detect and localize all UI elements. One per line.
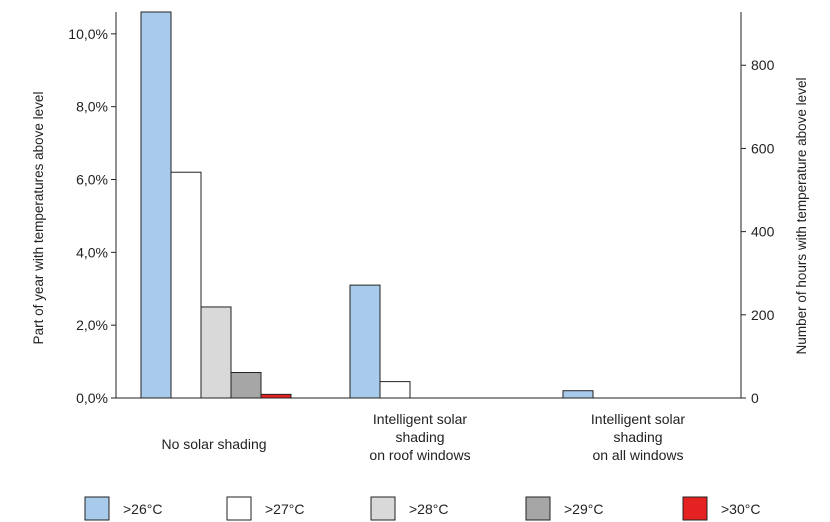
legend-swatch <box>370 496 396 521</box>
bar <box>379 381 411 399</box>
left-tick-label: 6,0% <box>76 172 108 188</box>
bar <box>230 372 262 399</box>
right-tick-label: 200 <box>751 307 775 323</box>
right-tick-label: 800 <box>751 57 775 73</box>
legend-swatch <box>226 496 252 521</box>
legend-label: >28°C <box>409 501 448 517</box>
left-tick-label: 4,0% <box>76 244 108 260</box>
legend-label: >27°C <box>265 501 304 517</box>
category-label-line: No solar shading <box>161 436 266 452</box>
bar <box>140 11 172 399</box>
category-label: No solar shading <box>161 436 266 452</box>
left-axis-title: Part of year with temperatures above lev… <box>31 92 46 345</box>
category-label-line: shading <box>613 429 662 445</box>
right-axis-title: Number of hours with temperature above l… <box>794 78 809 355</box>
category-label: Intelligent solar shading on roof windows <box>369 411 470 463</box>
right-tick-label: 0 <box>751 390 759 406</box>
bar <box>562 390 594 399</box>
category-label-line: shading <box>395 429 444 445</box>
right-tick-label: 400 <box>751 224 775 240</box>
category-label: Intelligent solar shading on all windows <box>591 411 686 463</box>
left-tick-label: 2,0% <box>76 317 108 333</box>
left-tick-label: 0,0% <box>76 390 108 406</box>
category-label-line: Intelligent solar <box>373 411 468 427</box>
bar <box>170 171 202 399</box>
bar <box>349 284 381 399</box>
legend-swatch <box>525 496 551 521</box>
left-axis-ticks: 0,0% 2,0% 4,0% 6,0% 8,0% 10,0% <box>68 26 116 406</box>
category-label-line: on all windows <box>592 447 683 463</box>
category-label-line: Intelligent solar <box>591 411 686 427</box>
bar <box>260 393 292 399</box>
left-tick-label: 8,0% <box>76 99 108 115</box>
bars <box>140 11 594 399</box>
legend-swatch <box>682 496 708 521</box>
category-label-line: on roof windows <box>369 447 470 463</box>
legend-label: >26°C <box>123 501 162 517</box>
right-axis-ticks: 0 200 400 600 800 <box>741 57 775 406</box>
legend-swatch <box>84 496 110 521</box>
category-labels: No solar shading Intelligent solar shading… <box>161 411 685 463</box>
bar <box>200 306 232 399</box>
legend: >26°C >27°C >28°C >29°C >30°C <box>84 496 760 521</box>
legend-label: >30°C <box>721 501 760 517</box>
right-tick-label: 600 <box>751 140 775 156</box>
legend-label: >29°C <box>564 501 603 517</box>
left-tick-label: 10,0% <box>68 26 108 42</box>
